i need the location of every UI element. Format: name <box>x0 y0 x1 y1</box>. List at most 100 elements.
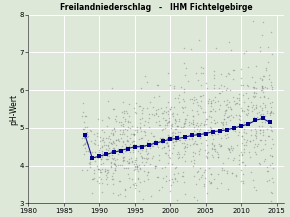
Point <box>138 146 143 149</box>
Point <box>124 146 129 149</box>
Point <box>260 108 265 112</box>
Point <box>151 154 155 157</box>
Point <box>166 112 171 116</box>
Point <box>123 119 127 122</box>
Point <box>247 7 252 11</box>
Point <box>137 189 142 193</box>
Point <box>210 146 215 150</box>
Point <box>268 111 273 114</box>
Point <box>152 95 156 99</box>
Point <box>145 152 150 156</box>
Point <box>198 99 203 103</box>
Point <box>252 85 256 89</box>
Point <box>196 125 201 128</box>
Point <box>253 118 258 122</box>
Point <box>137 137 141 141</box>
Point <box>195 122 200 125</box>
Point <box>222 109 227 112</box>
Point <box>188 159 193 163</box>
Point <box>121 130 126 134</box>
Point <box>242 147 247 151</box>
Point <box>164 179 169 183</box>
Point <box>95 164 99 168</box>
Point <box>135 165 139 168</box>
Point <box>126 172 130 176</box>
Point <box>260 91 265 94</box>
Point <box>148 131 153 135</box>
Point <box>249 128 253 132</box>
Point <box>140 160 144 163</box>
Point <box>105 157 109 160</box>
Point <box>225 135 230 138</box>
Point <box>175 125 180 128</box>
Point <box>229 114 233 117</box>
Point <box>117 164 122 167</box>
Point <box>110 140 115 143</box>
Point <box>109 174 114 177</box>
Point <box>211 143 216 146</box>
Point <box>126 161 130 165</box>
Point <box>82 126 87 129</box>
Point <box>242 150 246 154</box>
Point <box>228 89 233 92</box>
Point <box>238 118 242 122</box>
Point <box>158 136 162 140</box>
Point <box>160 141 165 144</box>
Point <box>232 126 237 130</box>
Point <box>205 128 210 132</box>
Point <box>267 124 272 128</box>
Point <box>260 84 264 88</box>
Point <box>242 127 246 130</box>
Point <box>187 97 192 101</box>
Point <box>133 145 137 148</box>
Point <box>182 105 187 109</box>
Point <box>166 149 171 152</box>
Point <box>110 132 115 135</box>
Point <box>183 120 188 123</box>
Point <box>237 92 241 96</box>
Point <box>138 181 142 184</box>
Point <box>85 168 90 171</box>
Point <box>267 134 271 138</box>
Point <box>258 95 262 98</box>
Point <box>87 157 92 160</box>
Point <box>112 156 116 159</box>
Point <box>198 104 202 108</box>
Point <box>139 146 144 149</box>
Point <box>142 179 146 183</box>
Point <box>99 155 104 159</box>
Point <box>117 139 122 142</box>
Point <box>112 163 116 166</box>
Point <box>122 117 127 121</box>
Point <box>216 127 221 131</box>
Point <box>130 160 134 163</box>
Point <box>215 120 220 123</box>
Point <box>119 120 124 123</box>
Point <box>227 150 232 153</box>
Point <box>260 34 264 37</box>
Point <box>152 138 157 142</box>
Point <box>122 155 126 159</box>
Point <box>92 171 96 175</box>
Point <box>90 156 95 160</box>
Point <box>220 161 225 165</box>
Point <box>208 181 213 185</box>
Point <box>241 179 245 183</box>
Point <box>242 131 246 134</box>
Point <box>262 114 267 118</box>
Point <box>103 173 108 177</box>
Point <box>238 67 243 71</box>
Point <box>251 19 255 23</box>
Point <box>102 130 106 133</box>
Point <box>112 126 117 130</box>
Point <box>123 187 127 190</box>
Point <box>198 121 203 125</box>
Point <box>236 102 241 106</box>
Point <box>194 71 199 74</box>
Point <box>238 76 243 79</box>
Point <box>130 146 135 150</box>
Point <box>231 68 236 72</box>
Point <box>269 100 274 104</box>
Point <box>221 124 225 127</box>
Point <box>105 182 109 186</box>
